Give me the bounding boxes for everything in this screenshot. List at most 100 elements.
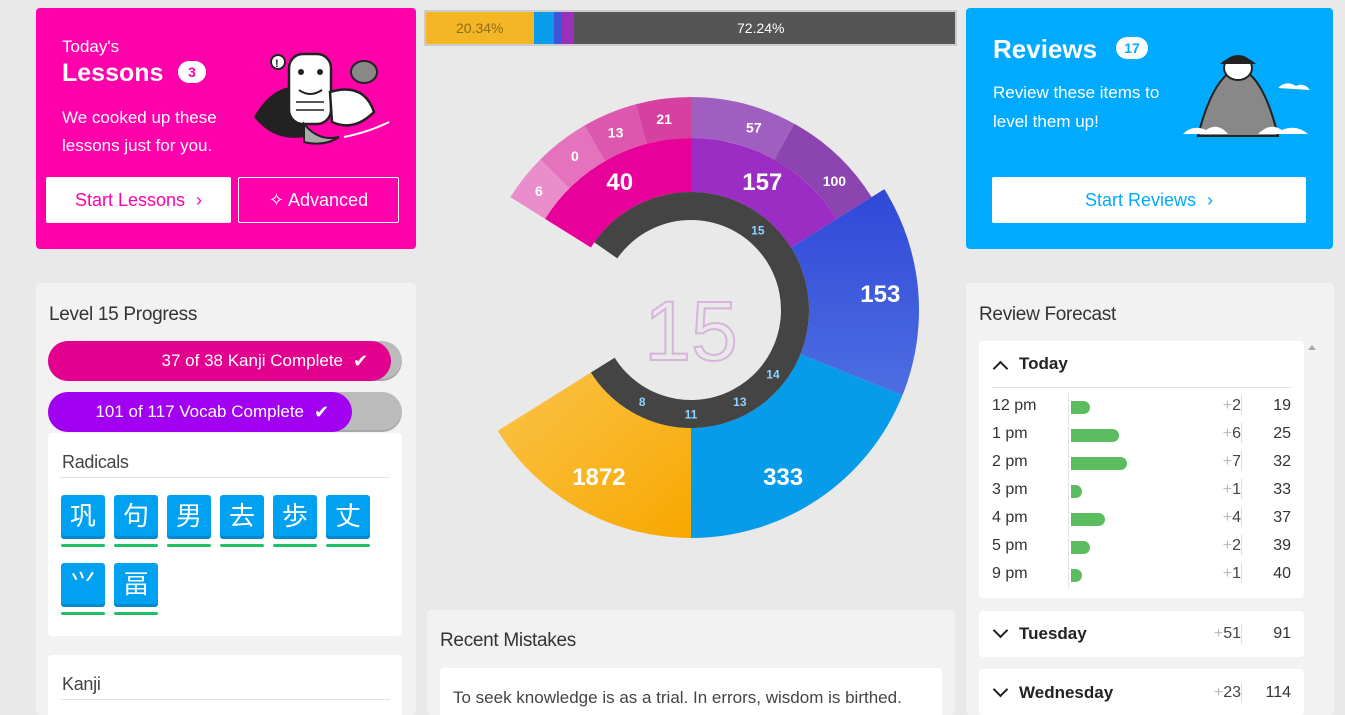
level-progress-title: Level 15 Progress bbox=[49, 304, 198, 325]
divider bbox=[1241, 423, 1242, 443]
radical-progress-underline bbox=[273, 544, 317, 547]
segment-master bbox=[791, 189, 919, 396]
forecast-bar bbox=[1071, 457, 1127, 470]
bar-segment-burned bbox=[426, 12, 534, 44]
radical-tile[interactable]: 歩 bbox=[273, 495, 317, 539]
forecast-row: 12 pm +2 19 bbox=[979, 393, 1304, 421]
radical-progress-underline bbox=[326, 544, 370, 547]
lessons-kicker: Today's bbox=[62, 37, 120, 56]
segment-label-apprentice: 40 bbox=[606, 169, 633, 196]
forecast-total: 25 bbox=[1273, 425, 1291, 442]
segment-guru bbox=[691, 138, 837, 248]
level-marker: 8 bbox=[639, 395, 646, 409]
chevron-down-icon bbox=[992, 622, 1009, 639]
outer-label: 13 bbox=[608, 124, 624, 140]
bar-segment-guru bbox=[562, 12, 574, 44]
forecast-time: 4 pm bbox=[992, 509, 1028, 526]
bar-left-percent: 20.34% bbox=[456, 20, 504, 36]
sparkle-icon: ✧ bbox=[268, 190, 284, 210]
forecast-row: 2 pm +7 32 bbox=[979, 449, 1304, 477]
outer-label: 6 bbox=[535, 183, 543, 199]
chevron-right-icon: › bbox=[1207, 190, 1214, 210]
forecast-wednesday-row[interactable]: Wednesday +23 114 bbox=[979, 669, 1304, 715]
bar-segment-enlightened bbox=[534, 12, 554, 44]
vocab-progress-bar: 101 of 117 Vocab Complete ✔ bbox=[48, 392, 402, 432]
scroll-up-arrow-icon[interactable] bbox=[1308, 345, 1316, 350]
chevron-down-icon bbox=[992, 681, 1009, 698]
outer-segment bbox=[510, 159, 570, 219]
lessons-count-badge: 3 bbox=[178, 61, 206, 83]
vocab-progress-fill: 101 of 117 Vocab Complete bbox=[48, 392, 352, 432]
kanji-progress-bar: 37 of 38 Kanji Complete ✔ bbox=[48, 341, 402, 381]
wheel-arcs: 40 157 153 333 1872 6 0 13 21 57 100 15 14 13 11 8 bbox=[497, 97, 919, 538]
forecast-add: +1 bbox=[1222, 565, 1241, 582]
radical-progress-underline bbox=[114, 544, 158, 547]
divider bbox=[1241, 624, 1242, 644]
reviews-count-badge: 17 bbox=[1116, 37, 1148, 59]
outer-segment bbox=[635, 97, 691, 144]
tuesday-add: 51 bbox=[1223, 625, 1241, 642]
bar-segment-master bbox=[554, 12, 562, 44]
forecast-add: +7 bbox=[1222, 453, 1241, 470]
reviews-card: Reviews 17 Review these items to level t… bbox=[966, 8, 1333, 249]
divider bbox=[992, 387, 1291, 388]
forecast-add: +2 bbox=[1222, 397, 1241, 414]
radical-tile[interactable]: 巩 bbox=[61, 495, 105, 539]
crab-illustration-icon: ! bbox=[254, 52, 390, 145]
advanced-label: Advanced bbox=[288, 190, 369, 210]
radical-tile[interactable]: 句 bbox=[114, 495, 158, 539]
radical-progress-underline bbox=[220, 544, 264, 547]
reviews-title: Reviews bbox=[993, 34, 1098, 64]
divider bbox=[1241, 395, 1242, 415]
forecast-add: +2 bbox=[1222, 537, 1241, 554]
forecast-time: 9 pm bbox=[992, 565, 1028, 582]
forecast-add: +1 bbox=[1222, 481, 1241, 498]
forecast-bar bbox=[1071, 513, 1105, 526]
mistakes-quote: To seek knowledge is as a trial. In erro… bbox=[453, 688, 902, 707]
lessons-title: Lessons bbox=[62, 59, 164, 87]
radical-tile[interactable]: 丈 bbox=[326, 495, 370, 539]
srs-wheel-chart: 40 157 153 333 1872 6 0 13 21 57 100 15 14 13 11 8 15 bbox=[497, 97, 919, 538]
segment-enlightened bbox=[691, 354, 903, 538]
level-progress-panel: Level 15 Progress 37 of 38 Kanji Complet… bbox=[36, 283, 416, 715]
advanced-button[interactable]: ✧ Advanced bbox=[238, 177, 399, 223]
tuesday-label: Tuesday bbox=[1019, 624, 1087, 643]
tuesday-total: 91 bbox=[1273, 625, 1291, 642]
recent-mistakes-title: Recent Mistakes bbox=[440, 630, 576, 651]
recent-mistakes-panel: Recent Mistakes To seek knowledge is as … bbox=[427, 610, 955, 715]
start-reviews-button[interactable]: Start Reviews › bbox=[992, 177, 1306, 223]
kanji-box: Kanji bbox=[48, 655, 402, 715]
radical-tile[interactable]: 去 bbox=[220, 495, 264, 539]
forecast-row: 3 pm +1 33 bbox=[979, 477, 1304, 505]
divider bbox=[1068, 393, 1069, 589]
forecast-time: 2 pm bbox=[992, 453, 1028, 470]
review-forecast-title: Review Forecast bbox=[979, 304, 1116, 325]
forecast-total: 37 bbox=[1273, 509, 1291, 526]
forecast-bar bbox=[1071, 569, 1083, 582]
radical-tile[interactable]: 男 bbox=[167, 495, 211, 539]
forecast-tuesday-row[interactable]: Tuesday +51 91 bbox=[979, 611, 1304, 657]
forecast-time: 12 pm bbox=[992, 397, 1037, 414]
segment-apprentice bbox=[545, 138, 691, 248]
divider bbox=[60, 699, 390, 700]
forecast-bar bbox=[1071, 401, 1090, 414]
radical-progress-underline bbox=[114, 612, 158, 615]
forecast-bar bbox=[1071, 429, 1120, 442]
divider bbox=[60, 477, 390, 478]
radical-tile[interactable]: ⺍ bbox=[61, 563, 105, 607]
divider bbox=[1241, 535, 1242, 555]
today-label: Today bbox=[1019, 354, 1068, 373]
lessons-description: We cooked up these lessons just for you. bbox=[62, 108, 217, 155]
divider bbox=[1241, 683, 1242, 703]
forecast-time: 5 pm bbox=[992, 537, 1028, 554]
wednesday-label: Wednesday bbox=[1019, 683, 1114, 702]
start-lessons-label: Start Lessons bbox=[74, 190, 186, 210]
start-reviews-label: Start Reviews bbox=[1084, 190, 1197, 210]
start-lessons-button[interactable]: Start Lessons › bbox=[46, 177, 231, 223]
radicals-title: Radicals bbox=[62, 452, 129, 472]
forecast-bar bbox=[1071, 541, 1090, 554]
radical-tile[interactable]: 畐 bbox=[114, 563, 158, 607]
outer-segment bbox=[584, 104, 647, 162]
forecast-add: +4 bbox=[1222, 509, 1241, 526]
lessons-card: Today's Lessons 3 We cooked up these les… bbox=[36, 8, 416, 249]
